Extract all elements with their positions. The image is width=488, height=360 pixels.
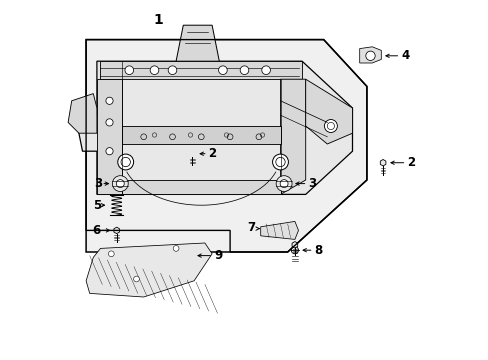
- Text: 2: 2: [407, 156, 415, 169]
- Polygon shape: [86, 243, 212, 297]
- Polygon shape: [176, 25, 219, 61]
- Circle shape: [168, 66, 177, 75]
- Polygon shape: [260, 221, 298, 239]
- Polygon shape: [79, 61, 352, 194]
- Circle shape: [133, 276, 139, 282]
- Circle shape: [291, 247, 298, 254]
- Polygon shape: [189, 150, 195, 157]
- Circle shape: [106, 97, 113, 104]
- Polygon shape: [68, 94, 97, 133]
- Circle shape: [150, 66, 159, 75]
- Polygon shape: [101, 61, 302, 79]
- Polygon shape: [114, 227, 119, 234]
- Circle shape: [272, 154, 288, 170]
- Circle shape: [116, 180, 124, 188]
- Circle shape: [365, 51, 374, 60]
- Text: 8: 8: [314, 244, 322, 257]
- Circle shape: [112, 176, 128, 192]
- Circle shape: [108, 251, 114, 257]
- Polygon shape: [280, 79, 305, 194]
- Circle shape: [118, 154, 133, 170]
- Text: 5: 5: [92, 199, 101, 212]
- Circle shape: [261, 66, 270, 75]
- Polygon shape: [122, 126, 280, 144]
- Circle shape: [106, 148, 113, 155]
- Circle shape: [106, 119, 113, 126]
- Polygon shape: [359, 47, 381, 63]
- Text: 7: 7: [246, 221, 255, 234]
- Polygon shape: [122, 180, 280, 194]
- Polygon shape: [380, 159, 385, 166]
- Circle shape: [240, 66, 248, 75]
- Text: 6: 6: [92, 224, 101, 237]
- Text: 1: 1: [153, 13, 163, 27]
- Circle shape: [280, 180, 287, 188]
- Polygon shape: [305, 79, 352, 144]
- Circle shape: [173, 246, 179, 251]
- Polygon shape: [291, 242, 297, 248]
- Text: 3: 3: [308, 177, 316, 190]
- Polygon shape: [97, 79, 122, 194]
- Polygon shape: [86, 40, 366, 252]
- Circle shape: [125, 66, 133, 75]
- Text: 4: 4: [400, 49, 408, 62]
- Circle shape: [276, 176, 291, 192]
- Text: 9: 9: [213, 249, 222, 262]
- Circle shape: [218, 66, 227, 75]
- Circle shape: [324, 120, 337, 132]
- Text: 2: 2: [208, 147, 216, 160]
- Text: 3: 3: [94, 177, 102, 190]
